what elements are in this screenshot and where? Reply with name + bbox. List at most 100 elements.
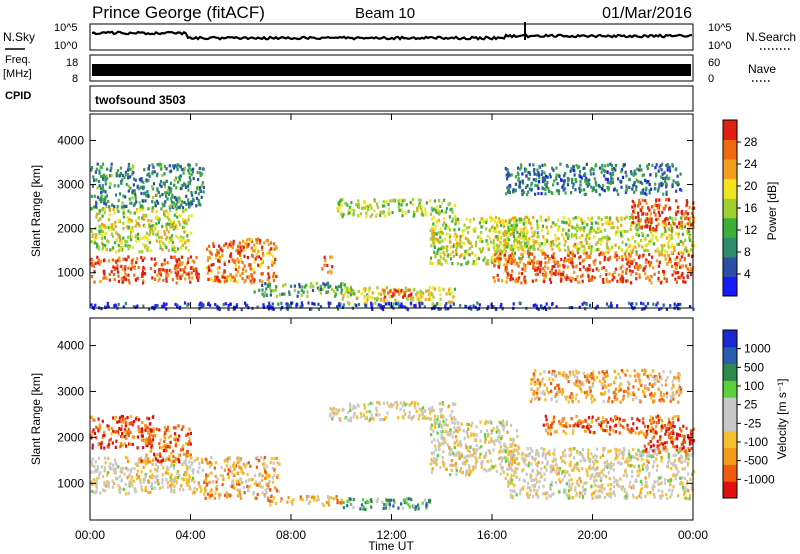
heatmap-cell [366, 294, 369, 299]
heatmap-cell [208, 460, 212, 465]
heatmap-cell [363, 406, 366, 410]
heatmap-cell [567, 260, 570, 264]
heatmap-cell [451, 435, 454, 439]
heatmap-cell [232, 485, 235, 489]
heatmap-cell [265, 287, 268, 291]
heatmap-cell [364, 501, 367, 505]
heatmap-cell [237, 260, 240, 264]
heatmap-cell [178, 262, 181, 266]
heatmap-cell [101, 184, 104, 188]
heatmap-cell [620, 233, 623, 237]
heatmap-cell [653, 210, 656, 214]
heatmap-cell [469, 305, 472, 309]
heatmap-cell [637, 219, 640, 223]
heatmap-cell [141, 269, 144, 273]
heatmap-cell [406, 308, 409, 312]
heatmap-cell [498, 263, 501, 267]
heatmap-cell [176, 457, 179, 462]
heatmap-cell [526, 250, 530, 254]
heatmap-cell [433, 244, 436, 248]
heatmap-cell [335, 496, 338, 501]
heatmap-cell [633, 171, 636, 175]
heatmap-cell [261, 478, 264, 482]
heatmap-cell [644, 304, 647, 308]
heatmap-cell [161, 262, 164, 266]
heatmap-cell [161, 456, 164, 460]
heatmap-cell [138, 460, 141, 464]
heatmap-cell [600, 170, 603, 174]
heatmap-cell [170, 464, 173, 468]
heatmap-cell [610, 172, 613, 176]
heatmap-cell [184, 219, 187, 223]
heatmap-cell [635, 185, 638, 189]
heatmap-cell [624, 279, 627, 283]
heatmap-cell [151, 276, 154, 280]
heatmap-cell [346, 203, 349, 207]
heatmap-cell [134, 224, 137, 228]
heatmap-cell [396, 416, 400, 420]
heatmap-cell [117, 279, 120, 284]
heatmap-cell [175, 258, 178, 262]
heatmap-cell [485, 239, 488, 243]
heatmap-cell [532, 247, 535, 251]
heatmap-cell [98, 171, 101, 175]
heatmap-cell [548, 257, 551, 261]
heatmap-cell [128, 281, 131, 285]
heatmap-cell [485, 469, 488, 473]
heatmap-cell [210, 462, 213, 466]
heatmap-cell [684, 210, 688, 214]
heatmap-cell [547, 260, 550, 264]
heatmap-cell [217, 271, 220, 275]
heatmap-cell [643, 238, 646, 242]
heatmap-cell [644, 272, 647, 276]
heatmap-cell [92, 175, 95, 179]
heatmap-cell [592, 260, 595, 264]
heatmap-cell [187, 215, 190, 219]
heatmap-cell [398, 292, 401, 296]
heatmap-cell [141, 185, 144, 189]
heatmap-cell [183, 270, 186, 274]
y-tick-label: 3000 [57, 178, 84, 192]
heatmap-cell [232, 239, 235, 243]
heatmap-cell [371, 213, 374, 217]
heatmap-cell [474, 253, 477, 257]
heatmap-cell [113, 211, 116, 215]
heatmap-cell [405, 203, 408, 207]
heatmap-cell [418, 198, 421, 202]
heatmap-cell [168, 240, 171, 244]
heatmap-cell [638, 275, 641, 279]
heatmap-cell [651, 234, 654, 238]
heatmap-cell [96, 467, 99, 471]
heatmap-cell [140, 438, 144, 442]
heatmap-cell [194, 268, 197, 272]
heatmap-cell [356, 403, 359, 407]
heatmap-cell [539, 263, 542, 267]
heatmap-cell [449, 208, 452, 212]
heatmap-cell [465, 217, 468, 221]
heatmap-cell [533, 230, 536, 234]
heatmap-cell [478, 221, 481, 225]
heatmap-cell [90, 275, 93, 279]
heatmap-cell [514, 175, 517, 179]
heatmap-cell [533, 172, 536, 176]
heatmap-cell [384, 302, 387, 306]
heatmap-cell [660, 168, 663, 172]
heatmap-cell [369, 215, 372, 219]
heatmap-cell [184, 266, 187, 270]
heatmap-cell [504, 167, 507, 171]
heatmap-cell [91, 463, 94, 467]
heatmap-cell [381, 204, 385, 208]
heatmap-cell [611, 278, 614, 282]
heatmap-cell [606, 163, 609, 167]
heatmap-cell [188, 201, 191, 206]
heatmap-cell [424, 297, 427, 301]
heatmap-cell [173, 224, 176, 228]
heatmap-cell [257, 237, 260, 241]
heatmap-cell [191, 193, 194, 197]
heatmap-cell [500, 242, 503, 246]
heatmap-cell [652, 266, 655, 270]
heatmap-cell [190, 214, 193, 218]
heatmap-cell [677, 251, 680, 255]
heatmap-cell [124, 243, 127, 247]
heatmap-cell [496, 235, 499, 239]
